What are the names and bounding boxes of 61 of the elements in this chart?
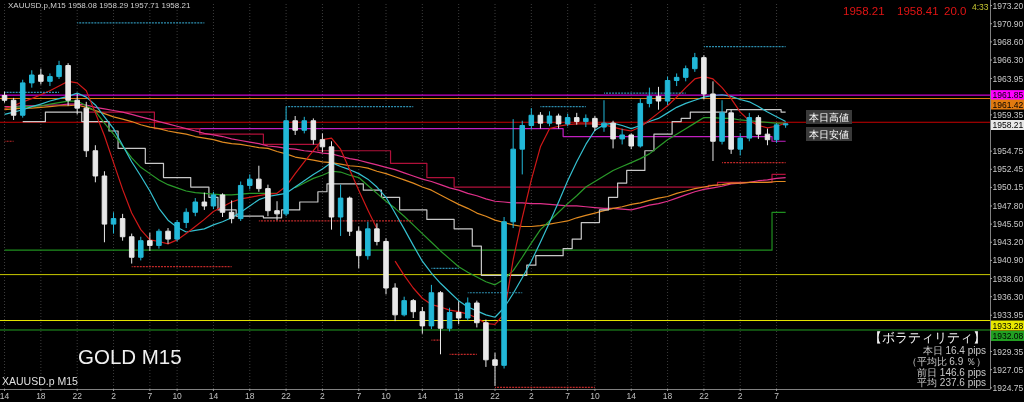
price-tag: 1933.28 xyxy=(992,320,1024,331)
xtick: 14 xyxy=(0,391,10,401)
xtick: 7 xyxy=(356,391,362,401)
xtick: 2 xyxy=(111,391,116,401)
xtick: 14 xyxy=(208,391,219,401)
ytick: 1954.75 xyxy=(992,146,1024,157)
price-tag: 1958.21 xyxy=(992,120,1024,130)
ytick: 1973.20 xyxy=(992,0,1024,11)
xtick: 18 xyxy=(662,391,673,401)
annotation: 本日高値 xyxy=(809,111,849,123)
title: XAUUSD.p,M15 1958.08 1958.29 1957.71 1958.21 xyxy=(8,0,191,10)
xtick: 18 xyxy=(245,391,255,401)
xtick: 10 xyxy=(590,391,600,401)
xtick: 7 xyxy=(147,391,153,401)
annotation: 【ボラティリティ】 xyxy=(869,329,986,345)
xtick: 14 xyxy=(626,391,636,401)
ytick: 1959.35 xyxy=(992,109,1024,120)
price-tag: 1961.85 xyxy=(992,90,1024,101)
ytick: 1938.60 xyxy=(992,273,1024,284)
ytick: 1929.35 xyxy=(992,346,1024,357)
xtick: 22 xyxy=(699,391,709,401)
ytick: 1950.15 xyxy=(992,182,1024,193)
price-tag: 1961.42 xyxy=(992,99,1024,110)
annotation: GOLD M15 xyxy=(78,344,182,368)
ytick: 1970.90 xyxy=(992,18,1024,29)
annotation: 前日 146.6 pips xyxy=(917,366,986,378)
annotation: 本日 16.4 pips xyxy=(922,344,986,356)
ytick: 1943.20 xyxy=(992,237,1024,248)
ytick: 1966.30 xyxy=(992,55,1024,65)
price-tag: 1932.08 xyxy=(992,331,1024,341)
ytick: 1945.50 xyxy=(992,219,1024,230)
xtick: 7 xyxy=(565,391,571,401)
xtick: 10 xyxy=(172,391,182,401)
ytick: 1936.30 xyxy=(992,291,1024,302)
annotation: 20.0 xyxy=(944,5,967,17)
ytick: 1933.95 xyxy=(992,310,1024,321)
ytick: 1952.45 xyxy=(992,164,1024,175)
xtick: 22 xyxy=(72,391,82,401)
annotation: （平均比 6.9 ％） xyxy=(906,355,986,367)
xtick: 18 xyxy=(36,391,46,401)
annotation: 4:33 xyxy=(972,2,989,12)
xtick: 2 xyxy=(737,391,743,401)
annotation: XAUUSD.p M15 xyxy=(2,375,78,387)
xtick: 2 xyxy=(320,391,325,401)
annotation: 1958.41 xyxy=(897,5,939,17)
ytick: 1968.60 xyxy=(992,36,1024,47)
annotation: 1958.21 xyxy=(843,5,885,17)
ytick: 1927.05 xyxy=(992,364,1024,375)
ytick: 1947.80 xyxy=(992,200,1024,211)
ytick: 1924.75 xyxy=(992,382,1024,393)
xtick: 10 xyxy=(381,391,391,401)
xtick: 22 xyxy=(490,391,500,401)
ytick: 1940.90 xyxy=(992,255,1024,266)
xtick: 7 xyxy=(774,391,779,401)
ytick: 1963.95 xyxy=(992,73,1024,84)
xtick: 18 xyxy=(453,391,464,401)
annotation: 本日安値 xyxy=(809,128,849,140)
xtick: 22 xyxy=(281,391,291,401)
xtick: 14 xyxy=(417,391,428,401)
xtick: 2 xyxy=(528,391,534,401)
annotation: 平均 237.6 pips xyxy=(917,376,986,388)
